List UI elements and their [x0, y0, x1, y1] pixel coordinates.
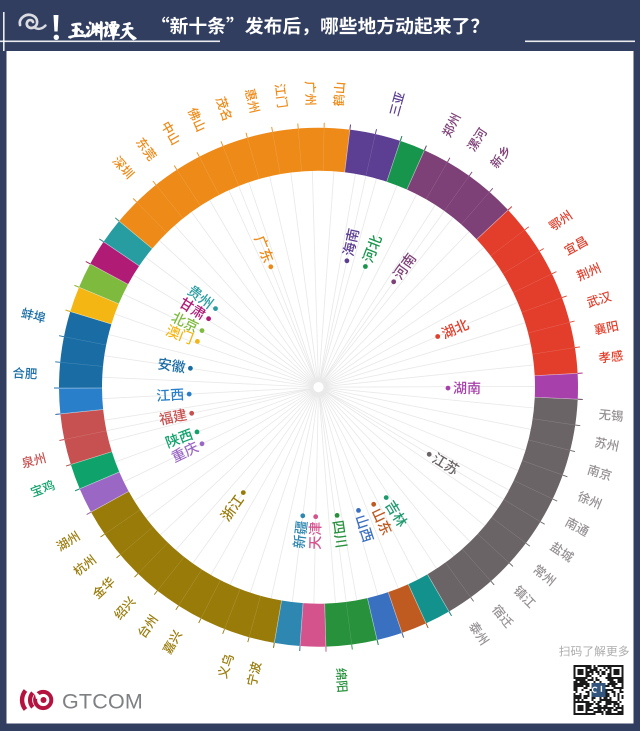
svg-text:GTCOM: GTCOM	[62, 690, 143, 714]
